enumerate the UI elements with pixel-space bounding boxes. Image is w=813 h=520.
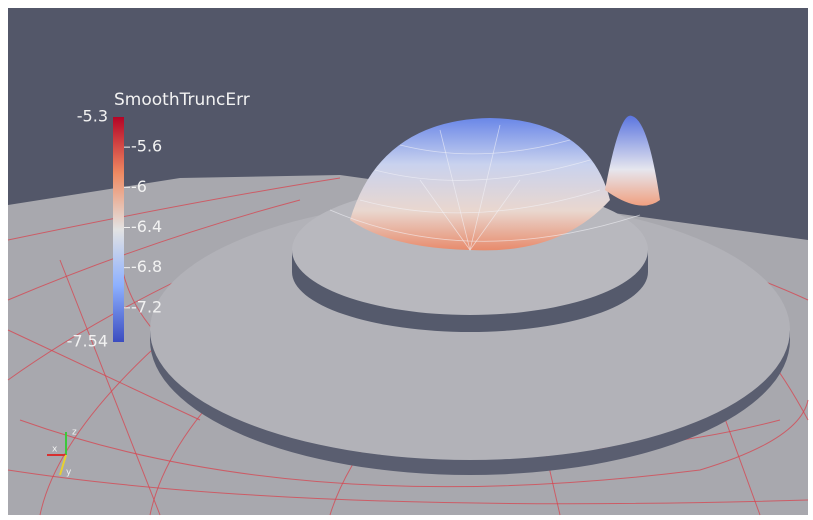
legend-title: SmoothTruncErr xyxy=(114,90,250,110)
inner-disk-edge xyxy=(292,250,648,332)
color-bar xyxy=(113,117,124,342)
legend-tick-label: -6.8 xyxy=(131,257,162,276)
dome-wireframe xyxy=(329,124,641,251)
dome xyxy=(350,118,610,251)
axes-widget: x y z xyxy=(47,428,77,478)
scene: x y z xyxy=(7,8,809,516)
color-legend: SmoothTruncErr -5.3 -7.54 -5.6 -6 -6.4 -6.8… xyxy=(67,90,250,351)
legend-min: -7.54 xyxy=(67,332,108,351)
legend-tick-label: -6 xyxy=(131,177,147,196)
axis-label: z xyxy=(72,428,77,438)
axis-label: y xyxy=(66,468,72,478)
peak xyxy=(605,115,660,206)
legend-max: -5.3 xyxy=(77,107,108,126)
axis-label: x xyxy=(52,445,58,455)
legend-tick-label: -6.4 xyxy=(131,217,162,236)
legend-tick-label: -5.6 xyxy=(131,137,162,156)
legend-tick-label: -7.2 xyxy=(131,297,162,316)
y-axis xyxy=(59,454,67,476)
